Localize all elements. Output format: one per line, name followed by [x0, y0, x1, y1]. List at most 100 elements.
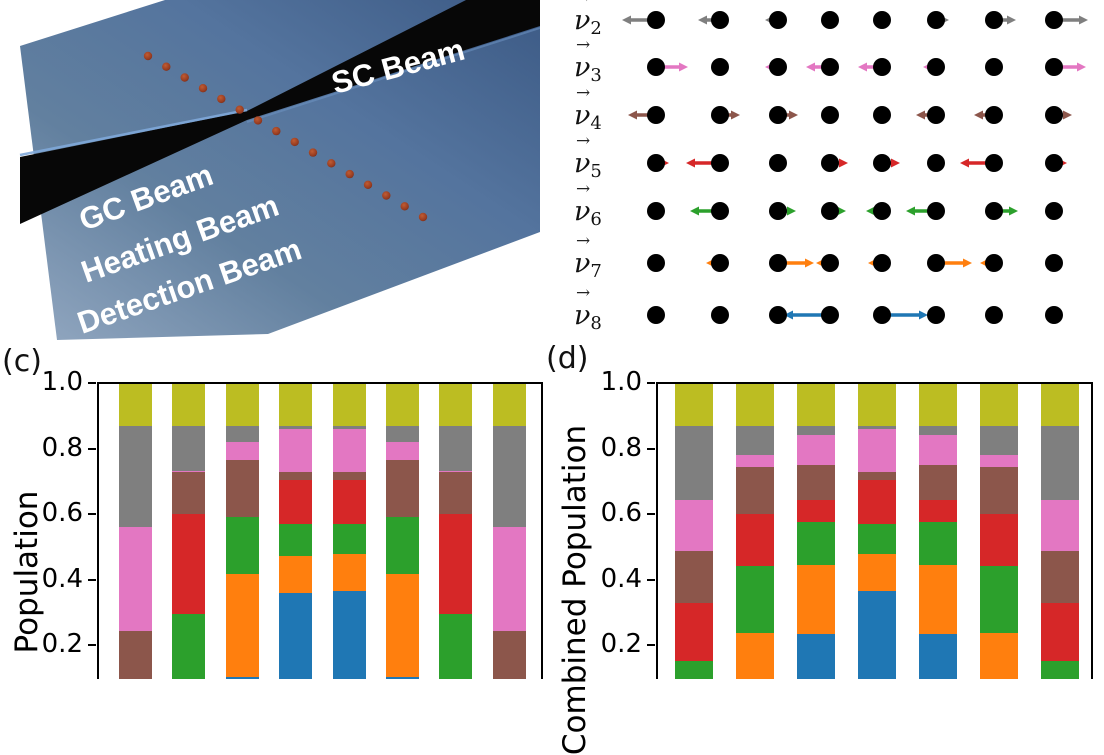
- mode-arrow-head: [1079, 15, 1088, 25]
- ion-dot: [143, 51, 153, 61]
- bar-segment-orange: [919, 564, 957, 635]
- ion-dot: [327, 159, 336, 168]
- bar-segment-brown: [279, 471, 313, 481]
- ion-mode-dot: [873, 254, 891, 272]
- bar-segment-blue: [279, 591, 313, 679]
- ion-mode-dot: [873, 106, 891, 124]
- stacked-bar: [1041, 384, 1079, 679]
- ion-mode-dot: [821, 202, 839, 220]
- ion-mode-dot: [711, 58, 729, 76]
- chart-population: 1.0 0.8 0.6 0.4 0.2: [42, 369, 543, 679]
- bar-segment-gray: [225, 425, 259, 442]
- stacked-bar: [858, 384, 896, 679]
- ion-dot: [400, 202, 409, 211]
- ion-dot: [272, 126, 281, 136]
- mode-arrow-head: [686, 158, 695, 168]
- y-tick-mark: [88, 578, 96, 581]
- stacked-bar: [492, 384, 526, 679]
- mode-vector-arrow: →: [576, 231, 590, 251]
- ion-mode-dot: [985, 306, 1003, 324]
- bar-segment-blue: [919, 633, 957, 679]
- y-tick-mark: [88, 644, 96, 647]
- ion-mode-dot: [711, 306, 729, 324]
- mode-arrow-head: [1077, 62, 1086, 72]
- mode-arrow-head: [1063, 110, 1072, 120]
- mode-label: ν2: [574, 5, 602, 39]
- y-tick-mark: [88, 513, 96, 516]
- bar-segment-brown: [980, 466, 1018, 515]
- bar-segment-green: [797, 521, 835, 565]
- bar-segment-red: [172, 513, 206, 615]
- ion-chain: [143, 51, 428, 222]
- bar-segment-green: [439, 613, 473, 679]
- stacked-bar: [279, 384, 313, 679]
- ion-dot: [363, 180, 373, 189]
- y-tick-mark: [647, 578, 655, 581]
- panel-label-d: (d): [546, 341, 589, 376]
- bar-segment-gray: [172, 425, 206, 471]
- bar-segment-pink: [492, 526, 526, 631]
- bar-segment-orange: [980, 631, 1018, 679]
- ion-mode-dot: [647, 106, 665, 124]
- bar-segment-brown: [225, 459, 259, 518]
- bar-segment-gray: [119, 425, 152, 528]
- bar-segment-brown: [172, 471, 206, 515]
- ion-mode-dot: [1045, 106, 1063, 124]
- bar-segment-pink: [858, 427, 896, 473]
- bar-segment-pink: [439, 469, 473, 473]
- laser-beam-bowtie: [20, 0, 540, 224]
- bar-segment-pink: [279, 427, 313, 473]
- ion-mode-dot: [821, 58, 839, 76]
- ion-dot: [345, 169, 354, 179]
- bar-segment-blue: [797, 633, 835, 679]
- ion-mode-dot: [1045, 154, 1063, 172]
- mode-vector-arrow: →: [576, 0, 590, 8]
- mode-label: ν3: [574, 52, 602, 86]
- bar-segment-blue: [225, 675, 259, 679]
- mode-label: ν8: [574, 300, 602, 334]
- bar-segment-red: [279, 479, 313, 524]
- ion-mode-dot: [1045, 58, 1063, 76]
- ion-mode-dot: [1045, 306, 1063, 324]
- ion-mode-dot: [769, 306, 787, 324]
- mode-vector-arrow: →: [576, 83, 590, 103]
- mode-arrow-head: [698, 15, 707, 25]
- beam-geometry-svg: SC Beam GC Beam Heating Beam Detection B…: [19, 0, 541, 341]
- ion-mode-dot: [647, 254, 665, 272]
- ion-mode-dot: [711, 254, 729, 272]
- mode-arrow-head: [960, 158, 969, 168]
- bar-segment-blue: [332, 590, 366, 679]
- ion-mode-dot: [769, 58, 787, 76]
- bar-segment-green: [225, 516, 259, 574]
- bar-segment-olive: [797, 384, 835, 427]
- bar-segment-brown: [332, 471, 366, 481]
- ion-mode-dot: [711, 11, 729, 29]
- bar-segment-red: [332, 479, 366, 524]
- ion-mode-dot: [769, 202, 787, 220]
- ion-dot: [308, 148, 318, 157]
- bar-segment-olive: [279, 384, 313, 426]
- bar-segment-green: [279, 523, 313, 556]
- bar-segment-brown: [858, 471, 896, 481]
- bar-segment-gray: [919, 425, 957, 436]
- bar-segment-green: [386, 516, 419, 574]
- ion-mode-dot: [769, 106, 787, 124]
- mode-arrow-head: [963, 258, 972, 268]
- mode-arrow-head: [690, 206, 699, 216]
- bar-segment-brown: [736, 466, 774, 515]
- bar-segment-olive: [980, 384, 1018, 427]
- bar-segment-pink: [736, 454, 774, 468]
- bar-segment-pink: [386, 441, 419, 460]
- stacked-bar: [919, 384, 957, 679]
- ion-mode-dot: [821, 306, 839, 324]
- mode-arrow-head: [679, 62, 688, 72]
- mode-arrow-head: [974, 110, 983, 120]
- ion-dot: [235, 105, 244, 114]
- mode-vector-arrow: →: [576, 35, 590, 55]
- bar-segment-orange: [736, 631, 774, 679]
- ion-mode-dot: [647, 154, 665, 172]
- bar-segment-gray: [858, 425, 896, 429]
- ion-mode-dot: [647, 306, 665, 324]
- beam-geometry-photo: SC Beam GC Beam Heating Beam Detection B…: [0, 0, 541, 345]
- ion-mode-dot: [711, 202, 729, 220]
